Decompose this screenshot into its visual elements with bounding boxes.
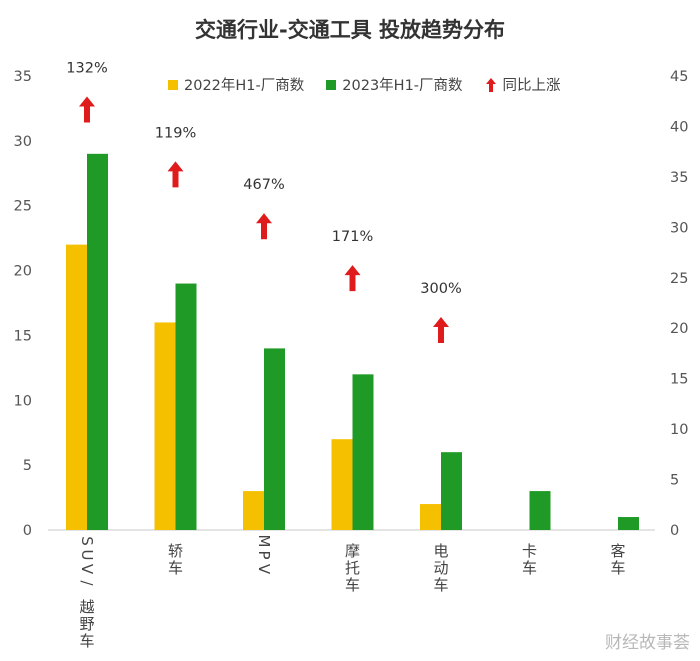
- y-left-tick-label: 15: [14, 328, 32, 344]
- bar-2023: [352, 374, 374, 530]
- x-tick-label-char: 车: [168, 559, 183, 577]
- legend-swatch-2022: [168, 79, 178, 90]
- y-right-tick-label: 40: [670, 119, 688, 135]
- y-left-tick-label: 30: [14, 134, 32, 150]
- bar-2022: [154, 322, 176, 530]
- growth-arrow-icon: [433, 317, 449, 343]
- y-right-tick-label: 15: [670, 372, 688, 388]
- x-tick-label-char: 车: [345, 576, 360, 594]
- legend-item-2022: 2022年H1-厂商数: [168, 74, 304, 95]
- growth-label: 300%: [420, 281, 461, 297]
- x-tick-label-char: P: [255, 550, 273, 559]
- x-tick-label-char: V: [255, 564, 273, 575]
- bar-2022: [66, 244, 87, 530]
- growth-label: 467%: [243, 177, 284, 193]
- x-tick-label-char: 摩: [345, 542, 360, 560]
- bar-2023: [618, 517, 639, 530]
- x-tick-label-char: 电: [433, 542, 448, 560]
- bar-2023: [175, 283, 197, 530]
- x-tick-label-char: 车: [610, 559, 625, 577]
- y-right-tick-label: 20: [670, 321, 688, 337]
- legend-item-2023: 2023年H1-厂商数: [326, 74, 463, 95]
- y-right-tick-label: 45: [670, 69, 688, 85]
- bar-2022: [243, 491, 264, 530]
- y-left-tick-label: 35: [14, 69, 32, 85]
- y-right-tick-label: 10: [670, 422, 688, 438]
- y-right-tick-label: 30: [670, 220, 688, 236]
- x-tick-label-char: U: [78, 550, 96, 561]
- x-tick-label-char: 越: [79, 598, 94, 616]
- growth-arrow-icon: [256, 213, 272, 240]
- legend-label-2023: 2023年H1-厂商数: [342, 78, 463, 94]
- legend-swatch-2023: [326, 79, 337, 90]
- growth-label: 171%: [332, 229, 373, 245]
- growth-arrow-icon: [79, 96, 95, 123]
- growth-arrow-icon: [344, 265, 361, 292]
- growth-label: 132%: [66, 60, 107, 76]
- x-tick-label-char: 轿: [168, 542, 183, 560]
- y-left-tick-label: 10: [14, 393, 32, 409]
- bar-2023: [529, 491, 551, 530]
- y-right-tick-label: 25: [670, 271, 688, 287]
- growth-label: 119%: [155, 125, 196, 141]
- x-tick-label-char: 客: [610, 542, 625, 560]
- x-tick-label-char: 动: [433, 559, 448, 577]
- x-tick-label-char: 车: [433, 576, 448, 594]
- legend-arrow-icon: [485, 77, 496, 92]
- growth-arrow-icon: [167, 161, 184, 188]
- bar-2023: [87, 153, 108, 531]
- x-tick-label-char: 卡: [522, 542, 537, 560]
- y-left-tick-label: 25: [14, 199, 32, 215]
- y-left-tick-label: 0: [23, 523, 32, 539]
- bar-2022: [331, 439, 353, 530]
- x-tick-label-char: /: [78, 580, 96, 586]
- legend-label-2022: 2022年H1-厂商数: [184, 78, 305, 94]
- x-tick-label-char: 托: [345, 559, 360, 577]
- y-left-tick-label: 5: [23, 458, 32, 474]
- y-right-tick-label: 0: [670, 523, 679, 539]
- x-tick-label-char: 车: [522, 559, 537, 577]
- x-tick-label-char: V: [78, 564, 96, 575]
- x-tick-label-char: 车: [79, 632, 94, 650]
- x-tick-label-char: M: [255, 535, 273, 548]
- bar-2023: [441, 452, 462, 530]
- chart-title: 交通行业-交通工具 投放趋势分布: [194, 18, 506, 42]
- y-right-tick-label: 35: [670, 170, 688, 186]
- legend: 2022年H1-厂商数 2023年H1-厂商数 同比上涨: [168, 74, 583, 95]
- bar-2023: [264, 348, 285, 530]
- legend-item-growth: 同比上涨: [485, 74, 561, 95]
- legend-label-growth: 同比上涨: [502, 78, 561, 94]
- x-tick-label-char: S: [78, 536, 96, 546]
- y-left-tick-label: 20: [14, 264, 32, 280]
- bar-2022: [420, 504, 441, 530]
- x-tick-label-char: 野: [79, 615, 94, 633]
- y-right-tick-label: 5: [670, 473, 679, 489]
- watermark-text: 财经故事荟: [605, 633, 690, 653]
